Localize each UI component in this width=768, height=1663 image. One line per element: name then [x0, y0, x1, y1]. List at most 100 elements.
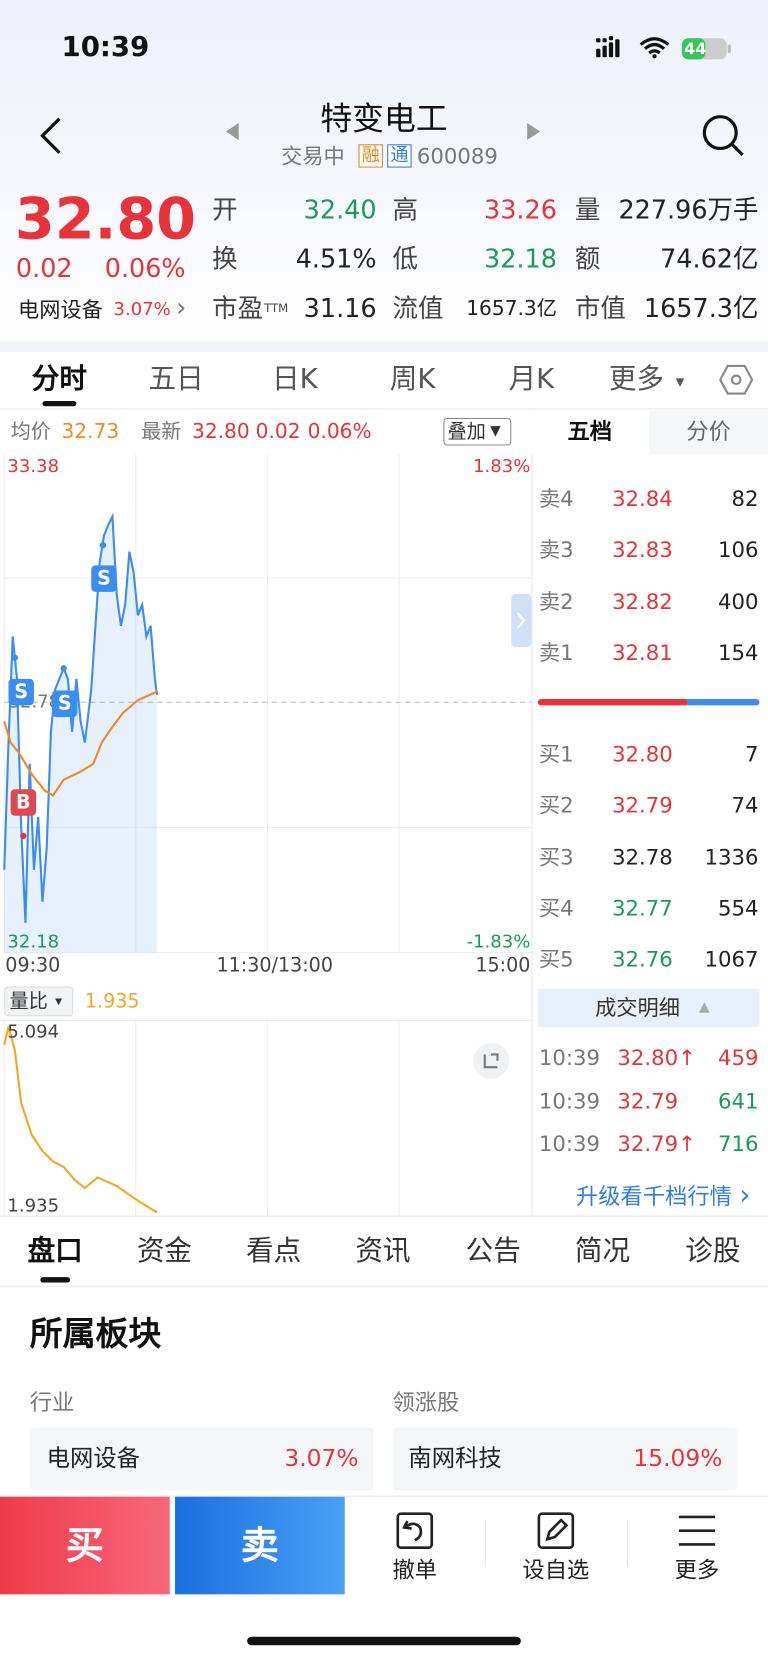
- badge: 融: [358, 144, 383, 168]
- stat-label: 市盈TTM: [212, 293, 289, 324]
- tab-indicator: [40, 1276, 71, 1282]
- watchlist-icon: [537, 1512, 575, 1549]
- leader-card[interactable]: [392, 1427, 738, 1491]
- order-price: 32.84: [612, 485, 673, 512]
- order-label: 卖3: [538, 537, 574, 563]
- order-price: 32.77: [612, 895, 673, 921]
- industry-change: 3.07%: [284, 1445, 359, 1472]
- stock-name[interactable]: 特变电工: [320, 100, 448, 138]
- stat-label: 换: [212, 243, 238, 274]
- x-label: 09:30: [5, 954, 61, 977]
- trades-title[interactable]: 成交明细: [595, 995, 680, 1021]
- sell-button[interactable]: [175, 1496, 345, 1595]
- order-volume: 82: [731, 485, 759, 512]
- stat-label: 流值: [392, 293, 444, 324]
- latest-value: 32.80: [191, 419, 250, 443]
- chart-tab[interactable]: 分时: [31, 363, 87, 396]
- trade-volume: 641: [717, 1087, 759, 1114]
- stat-label: 额: [574, 243, 601, 274]
- divider: [531, 409, 533, 1216]
- chart-tab[interactable]: 周K: [389, 363, 436, 396]
- volume-ratio-label[interactable]: 量比: [9, 990, 48, 1013]
- detail-tab[interactable]: 简况: [574, 1235, 631, 1268]
- order-volume: 1067: [704, 946, 759, 972]
- status-time: 10:39: [61, 31, 150, 64]
- back-button[interactable]: [38, 117, 66, 157]
- sell-label[interactable]: 卖: [240, 1524, 279, 1568]
- volume-ratio-low: 1.935: [7, 1195, 60, 1217]
- trades-header-bg: [537, 988, 760, 1027]
- detail-tab[interactable]: 诊股: [685, 1235, 741, 1268]
- industry-card[interactable]: [29, 1427, 374, 1491]
- stat-value: 4.51%: [295, 243, 377, 274]
- chart-tab[interactable]: 更多: [608, 363, 665, 396]
- stat-value: 31.16: [303, 293, 377, 324]
- order-price: 32.82: [612, 588, 673, 614]
- detail-tab[interactable]: 资金: [136, 1235, 192, 1268]
- prev-stock[interactable]: [225, 123, 241, 141]
- order-label: 卖2: [538, 588, 574, 614]
- order-price: 32.79: [612, 792, 673, 819]
- volume-selector-frame: [4, 986, 74, 1017]
- trade-signal: S: [8, 678, 34, 705]
- order-label: 卖4: [538, 485, 574, 512]
- more-icon: [678, 1515, 715, 1546]
- trade-price: 32.79↑: [617, 1130, 696, 1157]
- order-volume: 554: [717, 895, 759, 921]
- volume-ratio-value: 1.935: [84, 990, 140, 1013]
- stat-value: 227.96万手: [618, 195, 759, 225]
- chart-tab[interactable]: 日K: [272, 363, 318, 396]
- divider: [0, 408, 768, 410]
- divider: [0, 1215, 768, 1217]
- upgrade-link[interactable]: 升级看千档行情: [575, 1183, 732, 1209]
- overlay-button-frame: [443, 417, 512, 446]
- dropdown-arrow: ▾: [55, 993, 63, 1010]
- sector-name[interactable]: 电网设备: [18, 297, 103, 323]
- order-label: 买3: [538, 843, 574, 870]
- detail-tab[interactable]: 盘口: [27, 1235, 83, 1268]
- trade-signal: B: [10, 788, 37, 816]
- trade-time: 10:39: [538, 1087, 601, 1114]
- search-button[interactable]: [700, 112, 747, 159]
- industry-label: 行业: [29, 1389, 75, 1415]
- orderbook-active-tab: [531, 410, 650, 455]
- divider: [0, 1495, 768, 1497]
- order-volume: 74: [731, 792, 759, 819]
- detail-tab[interactable]: 资讯: [355, 1235, 411, 1268]
- stat-value: 1657.3亿: [466, 296, 557, 320]
- detail-tab[interactable]: 看点: [246, 1235, 302, 1268]
- avg-value: 32.73: [61, 419, 120, 443]
- order-volume: 154: [717, 639, 759, 665]
- divider: [626, 1520, 628, 1567]
- chevron: ›: [739, 1179, 751, 1212]
- leader-name: 南网科技: [408, 1445, 502, 1472]
- buy-label[interactable]: 买: [65, 1524, 104, 1568]
- stat-label: 开: [212, 195, 238, 225]
- chart-tab[interactable]: 月K: [508, 363, 555, 396]
- latest-label: 最新: [141, 419, 182, 443]
- settings-icon[interactable]: [719, 364, 754, 396]
- section-title: 所属板块: [29, 1314, 162, 1354]
- volume-ratio-high: 5.094: [7, 1021, 60, 1043]
- chart-tab[interactable]: 五日: [148, 363, 204, 396]
- order-label: 买1: [538, 741, 574, 767]
- leader-label: 领涨股: [392, 1389, 460, 1415]
- x-label: 15:00: [475, 954, 531, 977]
- overlay-button[interactable]: 叠加: [447, 420, 486, 443]
- orderbook-tab[interactable]: 分价: [686, 418, 731, 444]
- price-chart: [3, 454, 532, 954]
- order-price: 32.83: [612, 537, 673, 563]
- detail-tab[interactable]: 公告: [465, 1235, 521, 1268]
- sector-change: 3.07%: [113, 299, 171, 321]
- leader-change: 15.09%: [633, 1445, 723, 1472]
- action-item[interactable]: 设自选: [522, 1556, 590, 1583]
- order-label: 卖1: [538, 639, 574, 665]
- price-change-pct: 0.06%: [104, 253, 186, 284]
- next-stock[interactable]: [527, 123, 542, 141]
- action-item[interactable]: 更多: [674, 1556, 720, 1583]
- action-item[interactable]: 撤单: [392, 1556, 438, 1583]
- buy-button[interactable]: [0, 1496, 170, 1595]
- latest-change-pct: 0.06%: [307, 419, 372, 443]
- orderbook-tab[interactable]: 五档: [567, 418, 613, 444]
